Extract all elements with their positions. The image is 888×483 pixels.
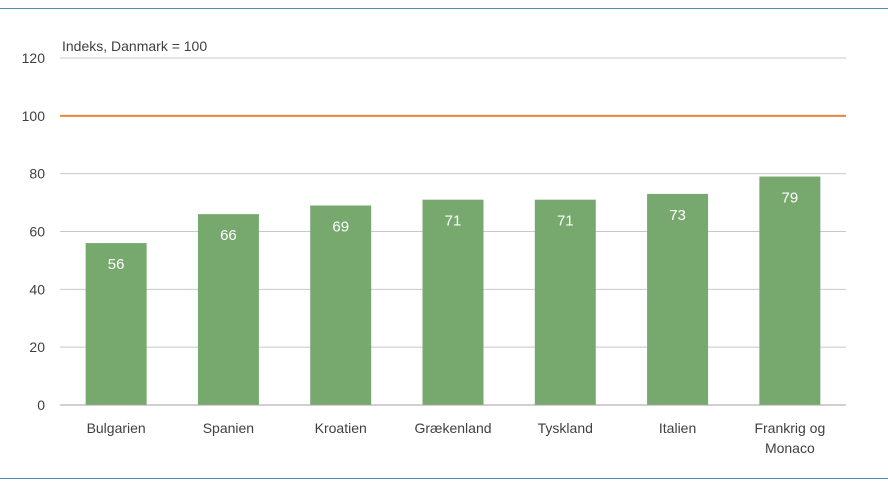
bar xyxy=(197,214,259,405)
bar xyxy=(534,199,596,405)
frame-top-border xyxy=(0,8,888,9)
x-tick-label: Tyskland xyxy=(538,420,593,436)
bar xyxy=(647,193,709,405)
bar-value-label: 66 xyxy=(220,227,237,244)
y-tick-label: 60 xyxy=(29,224,45,240)
y-tick-label: 40 xyxy=(29,281,45,297)
bar xyxy=(422,199,484,405)
y-tick-label: 80 xyxy=(29,166,45,182)
bar-value-label: 71 xyxy=(445,213,462,230)
bar xyxy=(85,243,147,405)
x-tick-label: Spanien xyxy=(203,420,254,436)
y-tick-label: 100 xyxy=(22,108,46,124)
y-axis-label: Indeks, Danmark = 100 xyxy=(62,38,207,54)
y-tick-label: 120 xyxy=(22,50,46,66)
x-tick-label: Grækenland xyxy=(414,420,491,436)
bar-value-label: 73 xyxy=(669,207,686,224)
bars: 56 66 69 71 71 73 79 xyxy=(85,176,821,405)
bar-value-label: 69 xyxy=(332,218,349,235)
bar xyxy=(310,205,372,405)
x-tick-label: Kroatien xyxy=(315,420,367,436)
bar-value-label: 71 xyxy=(557,213,574,230)
y-tick-label: 0 xyxy=(37,397,45,413)
bar-value-label: 79 xyxy=(782,190,799,207)
bar xyxy=(759,176,821,405)
x-axis-ticks: Bulgarien Spanien Kroatien Grækenland Tyskla… xyxy=(87,420,826,456)
y-axis-ticks: 0 20 40 60 80 100 120 xyxy=(22,50,46,413)
bar-value-label: 56 xyxy=(108,256,125,273)
x-tick-label: Italien xyxy=(659,420,696,436)
x-tick-label: Frankrig og Monaco xyxy=(754,420,825,456)
frame-bottom-border xyxy=(0,478,888,479)
y-tick-label: 20 xyxy=(29,339,45,355)
x-tick-label: Bulgarien xyxy=(87,420,146,436)
